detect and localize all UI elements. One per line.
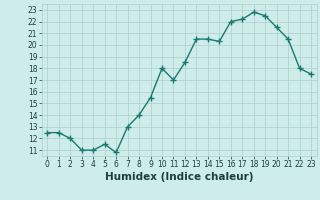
X-axis label: Humidex (Indice chaleur): Humidex (Indice chaleur) (105, 172, 253, 182)
